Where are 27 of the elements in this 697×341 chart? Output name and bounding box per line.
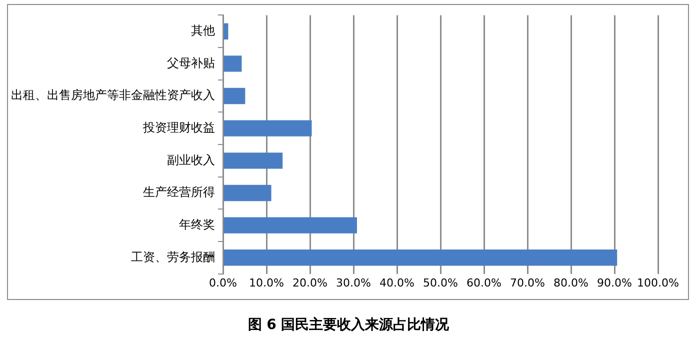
bar [224, 217, 357, 234]
x-tick-label: 20.0% [292, 276, 328, 290]
bar [224, 152, 283, 169]
x-tick-label: 100.0% [637, 276, 679, 290]
bar [224, 120, 312, 136]
y-tick-label: 生产经营所得 [143, 185, 215, 200]
bar [224, 184, 272, 202]
y-tick-label: 父母补贴 [167, 56, 215, 70]
x-tick-label: 30.0% [336, 276, 371, 290]
y-tick-label: 投资理财收益 [142, 120, 215, 134]
bar [224, 250, 618, 266]
y-tick-label: 年终奖 [179, 217, 215, 232]
y-tick-label: 工资、劳务报酬 [131, 250, 215, 264]
x-tick-label: 50.0% [423, 276, 458, 290]
text: 图 6 国民主要收入来源占比情况 [246, 316, 450, 334]
bar [224, 88, 246, 104]
x-tick-label: 70.0% [510, 276, 545, 290]
x-tick-label: 90.0% [597, 276, 632, 290]
x-tick-label: 60.0% [466, 276, 502, 290]
y-tick-label: 其他 [191, 23, 215, 38]
bar [224, 56, 242, 72]
x-tick-label: 10.0% [249, 276, 284, 290]
y-tick-label: 出租、出售房地产等非金融性资产收入 [11, 88, 215, 102]
x-tick-label: 80.0% [554, 276, 588, 290]
x-tick-label: 40.0% [380, 276, 414, 290]
y-tick-label: 副业收入 [167, 152, 215, 167]
x-tick-label: 0.0% [209, 276, 237, 290]
